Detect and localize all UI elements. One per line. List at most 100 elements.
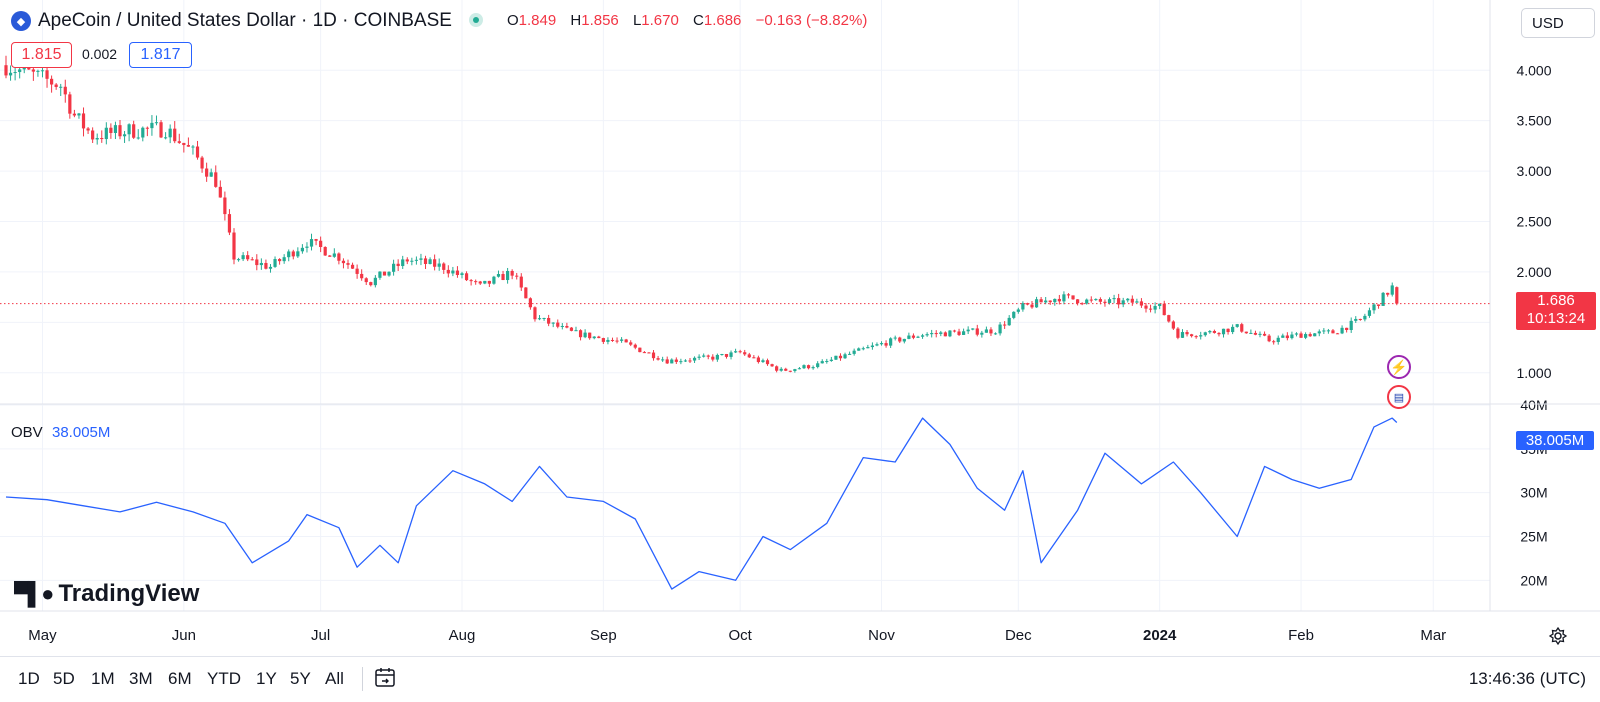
candle-body [250,259,254,261]
candle-body [1148,308,1153,310]
candle-body [1367,310,1372,316]
candle-body [765,360,770,365]
candle-body [278,259,282,262]
candle-body [319,240,323,248]
candle-body [346,263,350,265]
candle-body [980,332,984,335]
candle-body [305,246,309,248]
gear-icon[interactable] [1548,626,1568,646]
candle-body [1171,321,1175,329]
candle-body [1153,305,1157,310]
obv-axis-label: 20M [1520,572,1547,588]
candle-body [515,275,519,277]
timeframe-3m[interactable]: 3M [129,669,153,688]
candle-body [309,239,314,247]
timeframe-all[interactable]: All [325,669,344,688]
candle-body [369,282,373,286]
candle-body [925,334,929,336]
candle-body [1199,335,1203,337]
candle-body [779,368,783,371]
time-axis-label: Oct [728,627,752,644]
candle-body [670,359,674,364]
candle-body [77,113,81,116]
candle-body [45,70,49,79]
candle-body [360,273,364,279]
candle-body [246,255,250,260]
candle-body [173,128,177,142]
current-price-tag: 1.686 10:13:24 [1516,292,1596,330]
candle-body [729,352,733,357]
market-status-icon[interactable] [469,13,483,27]
candle-body [715,354,719,360]
timeframe-6m[interactable]: 6M [168,669,192,688]
candle-body [1144,305,1148,309]
us-flag-icon[interactable]: ▤ [1387,385,1411,409]
candle-body [898,337,902,342]
candle-body [1080,303,1084,305]
candle-body [1376,304,1381,306]
candle-body [501,274,505,281]
calendar-range-icon[interactable] [374,666,398,690]
candle-body [565,325,569,328]
candle-body [59,86,63,88]
candle-body [911,335,916,338]
candle-body [1304,334,1308,338]
currency-select[interactable]: USD [1521,8,1595,38]
candle-body [893,337,897,339]
change-value: −0.163 (−8.82%) [755,12,868,29]
symbol-title[interactable]: ApeCoin / United States Dollar · 1D · CO… [38,10,452,31]
candle-body [551,322,555,324]
candle-body [122,134,127,137]
tradingview-logo-icon: ▀▌● [14,581,54,606]
timeframe-1y[interactable]: 1Y [256,669,277,688]
candle-body [1039,299,1043,303]
timeframe-5d[interactable]: 5D [53,669,75,688]
candle-body [697,356,701,358]
candle-body [939,332,943,334]
candle-body [1381,292,1385,306]
sell-button[interactable]: 1.815 [11,42,72,68]
candle-body [159,122,163,138]
candle-body [975,328,979,335]
candle-body [797,368,802,370]
lightning-icon[interactable]: ⚡ [1387,355,1411,379]
timeframe-1d[interactable]: 1D [18,669,40,688]
close-label: C [693,12,704,29]
candle-body [943,332,947,337]
candle-body [1340,327,1344,334]
timeframe-ytd[interactable]: YTD [207,669,241,688]
candle-body [1276,337,1280,342]
close-value: 1.686 [703,12,742,29]
candle-body [674,359,678,362]
candle-body [464,273,469,281]
timeframe-1m[interactable]: 1M [91,669,115,688]
symbol-logo: ◆ [11,11,31,31]
spread-value: 0.002 [82,46,118,62]
candle-body [788,370,792,372]
time-axis-label: Aug [449,627,476,644]
candle-body [1190,334,1194,337]
candle-body [1285,335,1289,339]
indicator-name[interactable]: OBV [11,424,43,441]
candle-body [770,364,774,367]
open-value: 1.849 [518,12,557,29]
candle-body [259,262,263,266]
price-axis-label: 1.000 [1516,365,1551,381]
buy-button[interactable]: 1.817 [129,42,192,68]
utc-clock[interactable]: 13:46:36 (UTC) [1468,669,1586,688]
candle-body [524,287,528,299]
candle-body [775,366,779,371]
candle-body [816,363,820,368]
candle-body [1085,299,1089,304]
candle-body [469,280,473,282]
tradingview-watermark[interactable]: ▀▌● TradingView [14,580,199,608]
candle-body [578,330,583,338]
candle-body [168,128,172,138]
timeframe-5y[interactable]: 5Y [290,669,311,688]
candle-body [1249,332,1253,334]
candle-body [136,137,140,139]
candle-body [72,113,76,116]
candle-body [91,130,95,140]
candle-body [984,329,988,333]
